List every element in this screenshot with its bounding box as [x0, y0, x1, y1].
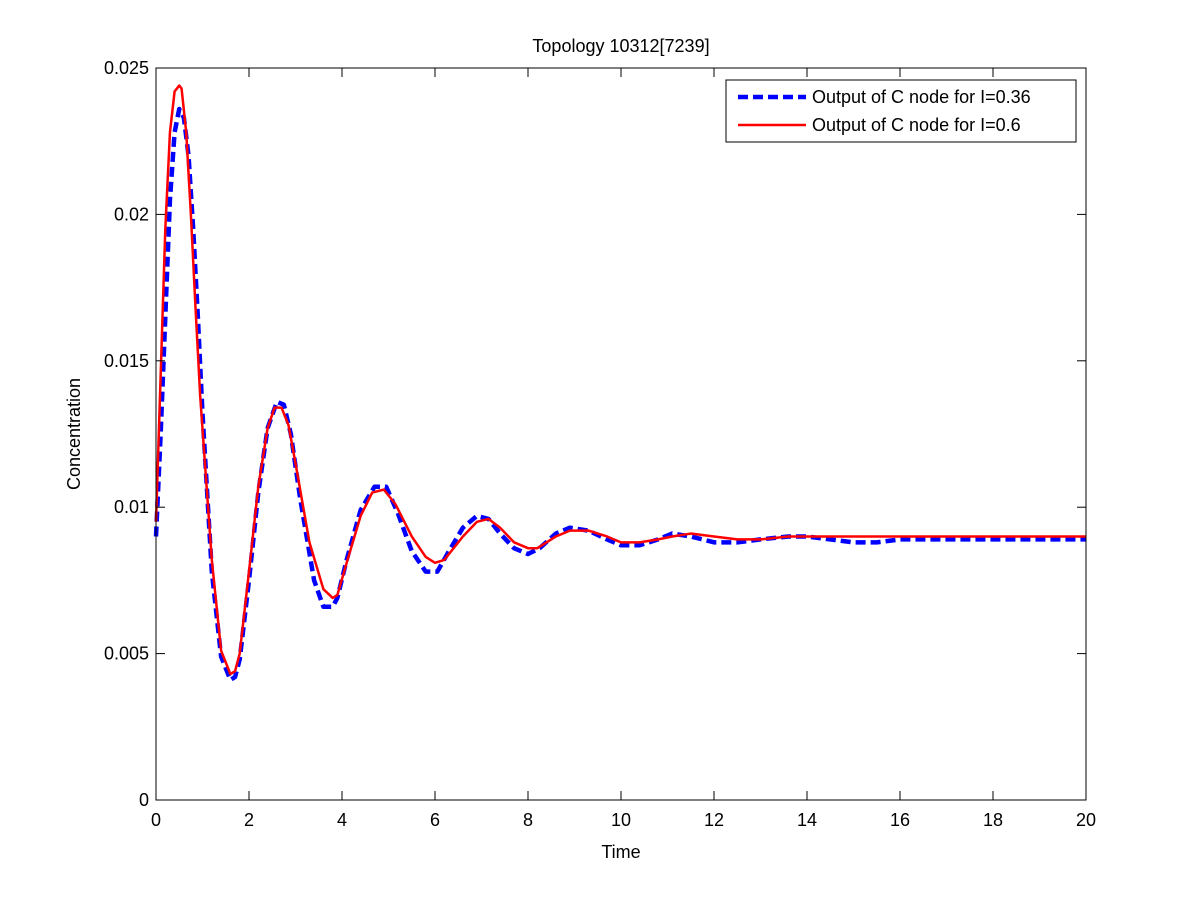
series-layer: [153, 84, 1086, 683]
x-tick-label: 6: [430, 810, 440, 830]
x-tick-label: 2: [244, 810, 254, 830]
chart-title: Topology 10312[7239]: [532, 36, 709, 56]
x-tick-label: 8: [523, 810, 533, 830]
y-tick-label: 0.02: [114, 204, 149, 224]
x-tick-label: 18: [983, 810, 1003, 830]
x-tick-label: 16: [890, 810, 910, 830]
y-tick-label: 0.015: [104, 351, 149, 371]
legend: Output of C node for I=0.36 Output of C …: [725, 79, 1077, 143]
x-tick-label: 20: [1076, 810, 1096, 830]
plot-frame: [155, 67, 1087, 801]
y-tick-label: 0.025: [104, 58, 149, 78]
series-line-2: [154, 84, 1086, 676]
y-tick-label: 0.005: [104, 644, 149, 664]
legend-box: [725, 79, 1077, 143]
legend-label-series-1: Output of C node for I=0.36: [812, 87, 1031, 107]
y-tick-label: 0.01: [114, 497, 149, 517]
plot-background: [156, 68, 1086, 800]
x-tick-label: 12: [704, 810, 724, 830]
y-axis-label: Concentration: [64, 378, 84, 490]
y-tick-label: 0: [139, 790, 149, 810]
tick-layer: 0 2 4 6 8 10 12 14 16 18 20 0 0.005 0.01 0.015 0.02 0.02…: [104, 58, 1096, 830]
x-tick-label: 4: [337, 810, 347, 830]
x-tick-label: 10: [611, 810, 631, 830]
x-axis-label: Time: [601, 842, 640, 862]
x-tick-label: 14: [797, 810, 817, 830]
legend-label-series-2: Output of C node for I=0.6: [812, 115, 1021, 135]
x-tick-label: 0: [151, 810, 161, 830]
